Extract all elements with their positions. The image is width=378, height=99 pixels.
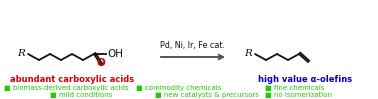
Text: ■ new catalysts & precursors: ■ new catalysts & precursors [155,92,259,98]
Text: Pd, Ni, Ir, Fe cat.: Pd, Ni, Ir, Fe cat. [161,41,226,50]
Text: ■ fine chemicals: ■ fine chemicals [265,85,324,91]
Text: R: R [244,50,252,59]
Text: ■ mild conditions: ■ mild conditions [50,92,112,98]
Text: O: O [97,58,105,68]
Text: abundant carboxylic acids: abundant carboxylic acids [10,76,134,85]
Text: ■ no isomerization: ■ no isomerization [265,92,332,98]
Text: ■ biomass-derived carboxylic acids: ■ biomass-derived carboxylic acids [4,85,129,91]
Text: ■ commodity chemicals: ■ commodity chemicals [136,85,222,91]
Text: high value α-olefins: high value α-olefins [258,76,352,85]
Text: R: R [17,50,25,59]
Text: OH: OH [107,49,123,59]
